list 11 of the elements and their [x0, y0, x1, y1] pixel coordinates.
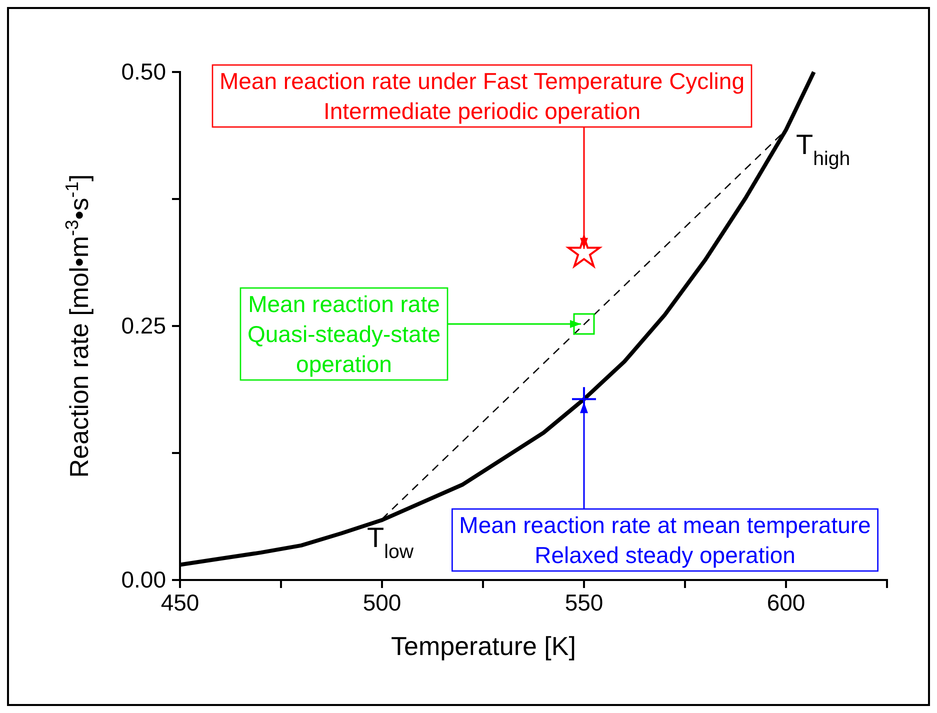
x-axis-title: Temperature [K]: [391, 631, 576, 661]
x-tick-label: 500: [362, 589, 402, 616]
y-tick-label: 0.50: [121, 58, 166, 84]
annotation: T$_{high}$: [796, 128, 850, 170]
annotation: T$_{low}$: [367, 522, 414, 564]
annotation: Mean reaction rate at mean temperature Relaxed steady operation: [459, 512, 871, 568]
x-tick-label: 550: [564, 589, 604, 616]
y-tick-label: 0.25: [121, 312, 166, 338]
x-tick-label: 600: [766, 589, 806, 616]
annotation: Mean reaction rate Quasi-steady-state operation: [247, 291, 441, 377]
annotation: Mean reaction rate under Fast Temperature Cycling Intermediate periodic operation: [219, 68, 745, 124]
